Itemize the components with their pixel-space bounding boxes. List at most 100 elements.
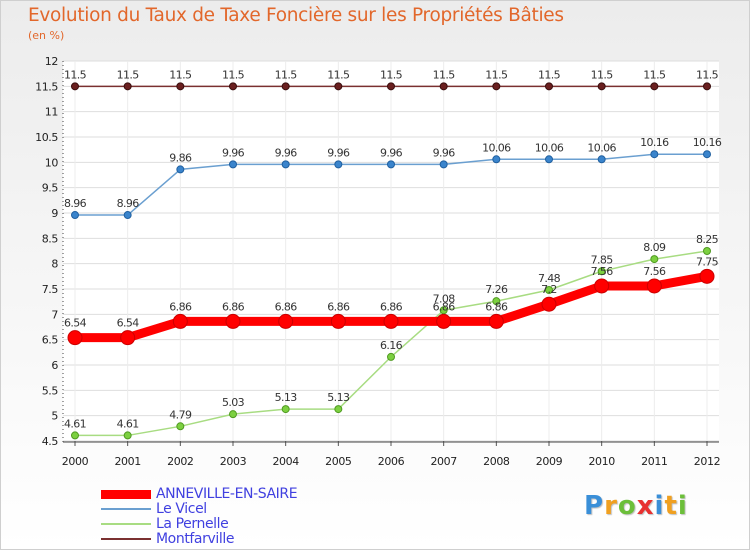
data-label-montfarville: 11.5	[327, 68, 350, 81]
data-point-montfarville	[71, 82, 79, 91]
data-point-anneville-en-saire	[646, 278, 662, 294]
y-tick-label: 10	[45, 156, 59, 169]
data-label-le-vicel: 9.96	[222, 146, 245, 159]
data-point-montfarville	[123, 82, 132, 91]
data-label-le-vicel: 9.96	[327, 146, 350, 159]
data-label-la-pernelle: 6.16	[380, 339, 403, 352]
data-label-montfarville: 11.5	[222, 68, 245, 81]
y-tick-label: 10.5	[35, 131, 58, 144]
data-point-le-vicel	[650, 150, 659, 159]
data-label-anneville-en-saire: 7.56	[643, 265, 666, 278]
logo-letter: x	[636, 491, 655, 521]
unit-label: (en %)	[28, 29, 65, 42]
data-point-anneville-en-saire	[699, 268, 715, 284]
y-tick-label: 7.5	[42, 283, 59, 296]
data-point-montfarville	[545, 82, 553, 91]
data-point-le-vicel	[597, 155, 606, 164]
data-point-montfarville	[387, 82, 395, 91]
data-label-montfarville: 11.5	[643, 68, 666, 81]
y-tick-label: 8.5	[42, 232, 59, 245]
data-label-montfarville: 11.5	[275, 68, 298, 81]
data-label-la-pernelle: 5.03	[222, 396, 245, 409]
data-point-le-vicel	[123, 211, 132, 220]
data-point-montfarville	[281, 82, 290, 91]
data-label-la-pernelle: 4.61	[64, 417, 86, 430]
data-label-montfarville: 11.5	[591, 68, 614, 81]
data-point-montfarville	[597, 82, 606, 91]
x-tick-label: 2000	[62, 455, 89, 468]
data-point-montfarville	[650, 82, 659, 91]
data-label-le-vicel: 10.06	[535, 141, 564, 154]
data-label-anneville-en-saire: 6.86	[380, 300, 403, 313]
data-point-le-vicel	[281, 160, 290, 169]
data-point-anneville-en-saire	[67, 330, 83, 346]
data-label-montfarville: 11.5	[64, 68, 87, 81]
proxiti-logo: Proxiti	[584, 491, 688, 521]
data-point-anneville-en-saire	[330, 313, 346, 329]
logo-letter: i	[654, 491, 665, 521]
data-point-la-pernelle	[123, 431, 132, 440]
y-tick-label: 6	[51, 359, 58, 372]
data-label-le-vicel: 8.96	[117, 197, 140, 210]
chart-title: Evolution du Taux de Taxe Foncière sur l…	[28, 5, 564, 26]
x-tick-label: 2001	[114, 455, 140, 468]
data-point-la-pernelle	[492, 297, 501, 306]
data-point-montfarville	[492, 82, 501, 91]
data-point-montfarville	[703, 82, 711, 91]
data-point-la-pernelle	[545, 286, 553, 295]
data-label-anneville-en-saire: 6.54	[117, 317, 140, 330]
logo-letter: o	[617, 491, 637, 521]
data-point-le-vicel	[545, 155, 553, 164]
data-point-la-pernelle	[439, 306, 448, 315]
data-point-anneville-en-saire	[541, 296, 557, 312]
x-tick-label: 2004	[272, 455, 299, 468]
data-label-montfarville: 11.5	[117, 68, 140, 81]
y-tick-label: 4.5	[42, 435, 59, 448]
legend-label: Le Vicel	[156, 501, 207, 517]
data-label-le-vicel: 10.06	[482, 141, 511, 154]
data-label-montfarville: 11.5	[433, 68, 456, 81]
data-label-le-vicel: 10.16	[693, 136, 722, 149]
data-point-la-pernelle	[334, 405, 343, 414]
y-tick-label: 5.5	[42, 384, 59, 397]
legend-label: La Pernelle	[156, 516, 229, 532]
data-point-montfarville	[176, 82, 185, 91]
x-tick-label: 2007	[430, 455, 457, 468]
logo-letter: r	[604, 491, 618, 521]
data-point-la-pernelle	[387, 352, 395, 361]
legend-item-anneville-en-saire: ANNEVILLE-EN-SAIRE	[101, 486, 298, 502]
legend-label: Montfarville	[156, 531, 235, 547]
logo-letter: t	[664, 491, 678, 521]
data-label-anneville-en-saire: 6.86	[327, 300, 350, 313]
data-point-le-vicel	[229, 160, 237, 169]
data-point-anneville-en-saire	[594, 278, 610, 294]
data-point-la-pernelle	[650, 255, 659, 264]
y-tick-label: 9.5	[42, 182, 59, 195]
data-label-le-vicel: 8.96	[64, 197, 87, 210]
data-label-montfarville: 11.5	[696, 68, 719, 81]
legend-label: ANNEVILLE-EN-SAIRE	[156, 486, 298, 502]
y-tick-label: 6.5	[42, 334, 59, 347]
x-tick-label: 2012	[694, 455, 720, 468]
data-point-la-pernelle	[229, 410, 237, 419]
legend-item-montfarville: Montfarville	[101, 531, 234, 547]
data-point-anneville-en-saire	[383, 313, 399, 329]
data-label-le-vicel: 9.96	[433, 146, 456, 159]
data-label-anneville-en-saire: 7.2	[541, 283, 557, 296]
data-label-la-pernelle: 4.61	[117, 417, 139, 430]
legend-swatch	[101, 508, 151, 510]
data-label-le-vicel: 10.06	[587, 141, 616, 154]
data-label-la-pernelle: 7.85	[591, 253, 614, 266]
data-point-la-pernelle	[281, 405, 290, 414]
data-label-anneville-en-saire: 6.86	[433, 300, 456, 313]
data-point-le-vicel	[439, 160, 448, 169]
data-point-le-vicel	[71, 211, 79, 220]
x-tick-label: 2010	[588, 455, 615, 468]
data-point-le-vicel	[387, 160, 395, 169]
data-label-la-pernelle: 7.26	[485, 283, 508, 296]
data-label-montfarville: 11.5	[538, 68, 561, 81]
data-label-la-pernelle: 8.09	[643, 241, 666, 254]
data-label-anneville-en-saire: 6.86	[169, 300, 192, 313]
y-tick-label: 11	[45, 106, 58, 119]
